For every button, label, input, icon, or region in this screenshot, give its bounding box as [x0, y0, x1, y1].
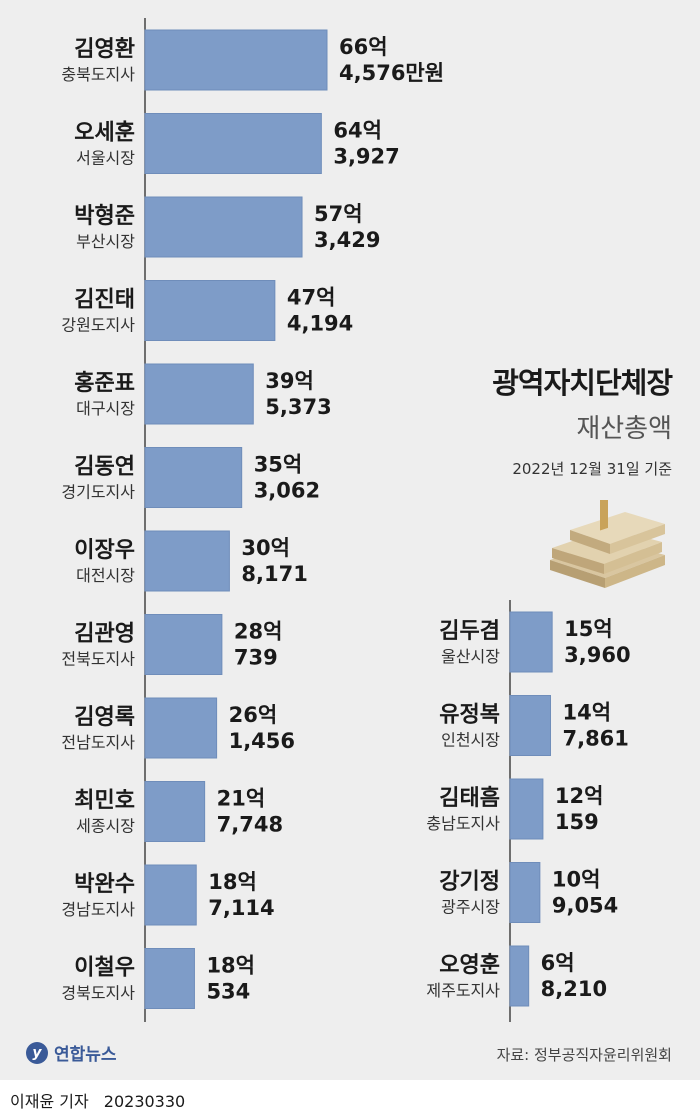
bar-value-sublabel: 3,927: [333, 145, 399, 169]
bar-김동연: [144, 447, 243, 508]
bar-name-label: 이장우: [74, 538, 135, 563]
bar-value-sublabel: 534: [206, 980, 250, 1004]
bar-name-label: 김관영: [74, 622, 135, 647]
bar-김두겸: [509, 611, 553, 673]
bar-office-label: 강원도지사: [61, 316, 135, 335]
bar-office-label: 대구시장: [76, 399, 135, 418]
bar-value-label: 6억: [541, 951, 575, 975]
logo-text: 연합뉴스: [54, 1045, 117, 1065]
bar-value-label: 18억: [208, 870, 257, 894]
bar-value-sublabel: 3,960: [564, 643, 630, 667]
bar-value-sublabel: 4,576만원: [339, 61, 444, 85]
bar-김영록: [144, 697, 218, 759]
as-of-date: 2022년 12월 31일 기준: [512, 460, 672, 478]
title-line-1: 광역자치단체장: [492, 366, 673, 400]
bar-value-label: 57억: [314, 202, 363, 226]
bar-name-label: 오세훈: [74, 121, 135, 146]
bar-value-label: 66억: [339, 35, 388, 59]
bar-office-label: 대전시장: [76, 566, 135, 585]
bar-value-sublabel: 3,429: [314, 228, 380, 252]
bar-name-label: 김태흠: [439, 786, 500, 811]
bar-office-label: 전북도지사: [61, 650, 135, 669]
bar-value-label: 10억: [552, 868, 601, 892]
title-line-2: 재산총액: [576, 414, 672, 444]
yonhap-logo: y 연합뉴스: [26, 1040, 117, 1065]
bar-office-label: 경북도지사: [61, 984, 135, 1003]
reporter-name: 이재윤 기자: [10, 1092, 89, 1111]
bar-김태흠: [509, 778, 544, 840]
bar-value-sublabel: 739: [234, 646, 278, 670]
bar-value-label: 26억: [229, 703, 278, 727]
bar-name-label: 김진태: [74, 288, 135, 313]
bar-office-label: 부산시장: [76, 232, 135, 251]
bar-이장우: [144, 530, 230, 592]
bar-오영훈: [509, 945, 530, 1007]
bar-value-label: 15억: [564, 617, 613, 641]
footer-credit: 이재윤 기자 20230330: [10, 1088, 185, 1112]
bar-value-label: 28억: [234, 620, 283, 644]
bar-value-label: 64억: [333, 119, 382, 143]
bar-office-label: 광주시장: [441, 898, 500, 917]
bar-오세훈: [144, 113, 322, 174]
logo-mark-icon: y: [26, 1041, 48, 1064]
bar-value-label: 35억: [254, 453, 303, 477]
bar-office-label: 충북도지사: [61, 65, 135, 84]
bar-office-label: 경기도지사: [61, 483, 135, 502]
bar-office-label: 울산시장: [441, 647, 500, 666]
bar-value-sublabel: 9,054: [552, 894, 618, 918]
bar-value-sublabel: 8,171: [241, 562, 307, 586]
bar-박형준: [144, 196, 303, 258]
bar-value-sublabel: 3,062: [254, 479, 320, 503]
bar-강기정: [509, 862, 541, 923]
date-code: 20230330: [103, 1092, 186, 1111]
bar-office-label: 충남도지사: [426, 814, 500, 833]
bar-name-label: 이철우: [74, 956, 135, 981]
bar-홍준표: [144, 363, 254, 425]
bar-김영환: [144, 29, 328, 91]
bar-value-sublabel: 1,456: [229, 729, 295, 753]
bar-name-label: 김영환: [74, 37, 135, 62]
bar-value-label: 47억: [287, 286, 336, 310]
bar-name-label: 유정복: [439, 703, 500, 728]
bar-value-sublabel: 7,114: [208, 896, 274, 920]
bar-김진태: [144, 280, 276, 341]
bar-office-label: 전남도지사: [61, 733, 135, 752]
bar-value-label: 39억: [265, 369, 314, 393]
bar-유정복: [509, 695, 551, 756]
bar-office-label: 세종시장: [76, 817, 135, 836]
bar-value-label: 12억: [555, 784, 604, 808]
bar-name-label: 오영훈: [439, 953, 500, 978]
bar-김관영: [144, 614, 223, 675]
bar-value-sublabel: 159: [555, 810, 599, 834]
bar-name-label: 박형준: [74, 204, 135, 229]
bar-value-label: 14억: [562, 701, 611, 725]
bar-name-label: 최민호: [74, 789, 135, 814]
bar-value-sublabel: 7,861: [562, 727, 628, 751]
bar-name-label: 김동연: [74, 455, 135, 480]
bar-name-label: 홍준표: [74, 371, 135, 396]
bar-office-label: 제주도지사: [426, 981, 500, 1000]
bar-value-label: 30억: [241, 536, 290, 560]
bar-이철우: [144, 948, 195, 1009]
bar-office-label: 경남도지사: [61, 900, 135, 919]
bar-name-label: 김영록: [74, 705, 135, 730]
bar-office-label: 서울시장: [76, 149, 135, 168]
bar-value-label: 18억: [206, 954, 255, 978]
bar-office-label: 인천시장: [441, 731, 500, 750]
source-note: 자료: 정부공직자윤리위원회: [496, 1046, 672, 1064]
bar-value-label: 21억: [217, 787, 266, 811]
bar-value-sublabel: 4,194: [287, 312, 353, 336]
bar-name-label: 강기정: [439, 870, 500, 895]
bar-박완수: [144, 864, 197, 926]
chart-title: 광역자치단체장 재산총액: [492, 360, 673, 445]
bar-name-label: 박완수: [74, 872, 135, 897]
bar-최민호: [144, 781, 206, 842]
money-stack-icon: [550, 500, 665, 588]
bar-value-sublabel: 5,373: [265, 395, 331, 419]
bar-name-label: 김두겸: [439, 619, 500, 644]
bar-value-sublabel: 8,210: [541, 977, 607, 1001]
bar-value-sublabel: 7,748: [217, 813, 283, 837]
